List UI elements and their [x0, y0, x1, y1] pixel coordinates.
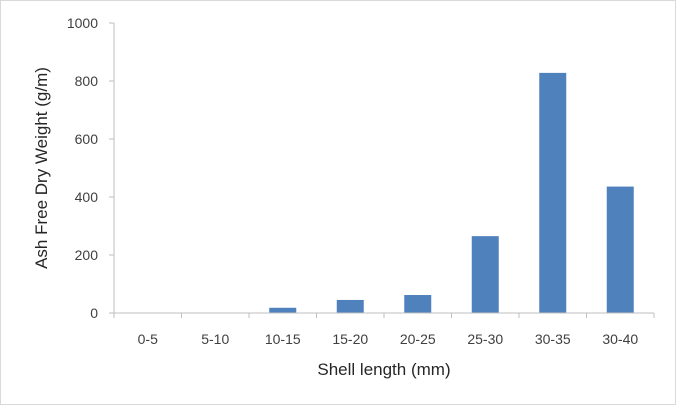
- x-tick-label: 15-20: [332, 331, 368, 347]
- y-tick-label: 800: [75, 73, 99, 89]
- bar-25-30: [471, 236, 499, 313]
- y-tick-label: 1000: [67, 15, 98, 31]
- y-axis-ticks: 0 200 400 600 800 1000: [67, 15, 114, 321]
- x-tick-label: 20-25: [400, 331, 436, 347]
- y-tick-label: 0: [90, 305, 98, 321]
- x-tick-label: 25-30: [467, 331, 503, 347]
- y-axis-title: Ash Free Dry Weight (g/m): [32, 67, 51, 269]
- bar-20-25: [404, 295, 432, 313]
- x-tick-label: 0-5: [138, 331, 158, 347]
- x-tick-label: 30-40: [602, 331, 638, 347]
- bar-10-15: [269, 307, 297, 313]
- bar-30-35: [539, 72, 567, 313]
- bar-15-20: [336, 299, 364, 313]
- bar-30-40: [606, 186, 634, 313]
- x-axis-title: Shell length (mm): [317, 360, 450, 379]
- x-tick-label: 10-15: [265, 331, 301, 347]
- x-axis-ticks: 0-5 5-10 10-15 15-20 20-25 25-30 30-35 30-40: [113, 313, 655, 347]
- y-tick-label: 400: [75, 189, 99, 205]
- y-tick-label: 200: [75, 247, 99, 263]
- axes: [113, 23, 654, 314]
- bars: [269, 72, 634, 313]
- x-tick-label: 5-10: [201, 331, 229, 347]
- y-tick-label: 600: [75, 131, 99, 147]
- x-tick-label: 30-35: [535, 331, 571, 347]
